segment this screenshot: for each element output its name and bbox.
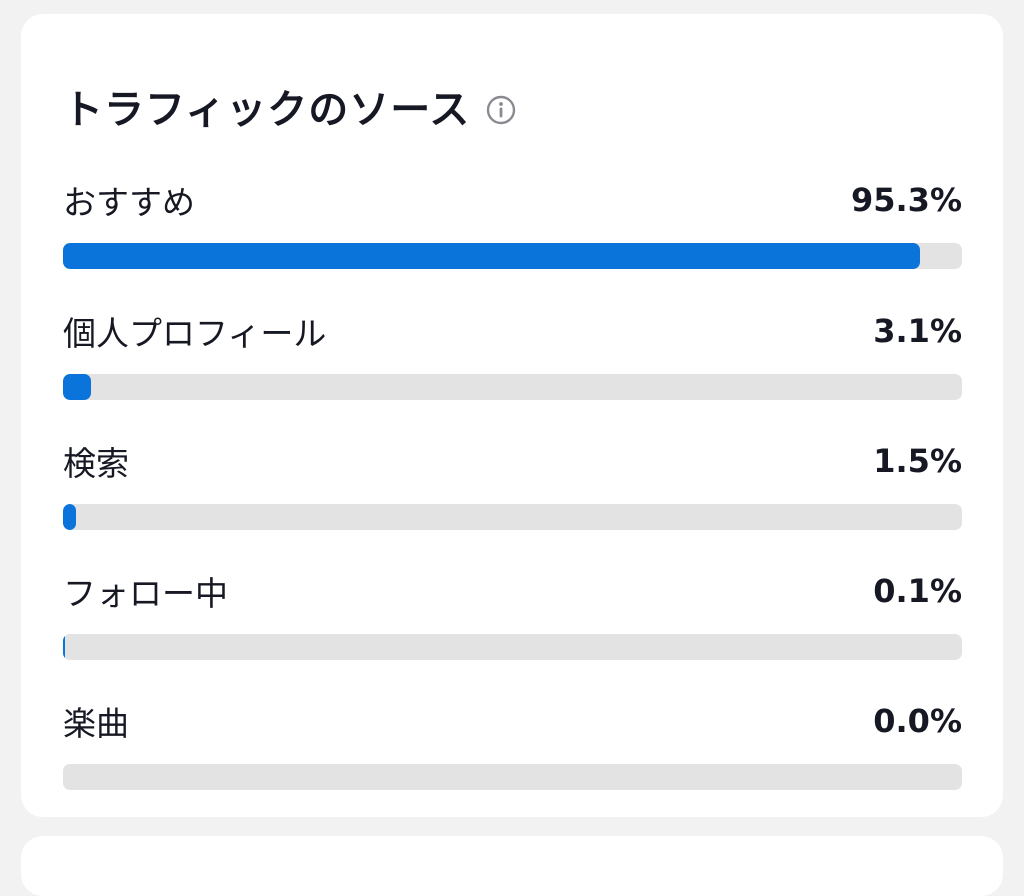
progress-fill — [63, 243, 920, 269]
progress-fill — [63, 374, 91, 400]
source-row-recommended: おすすめ 95.3% — [63, 176, 962, 269]
progress-track — [63, 634, 962, 660]
source-value: 0.1% — [873, 572, 962, 610]
next-card — [21, 836, 1003, 896]
card-title: トラフィックのソース — [63, 87, 471, 133]
source-value: 3.1% — [873, 312, 962, 350]
source-value: 0.0% — [873, 702, 962, 740]
source-row-search: 検索 1.5% — [63, 437, 962, 530]
source-label: おすすめ — [63, 183, 195, 222]
source-row-profile: 個人プロフィール 3.1% — [63, 307, 962, 400]
progress-fill — [63, 634, 65, 660]
source-row-following: フォロー中 0.1% — [63, 567, 962, 660]
progress-fill — [63, 504, 77, 530]
source-row-music: 楽曲 0.0% — [63, 697, 962, 790]
progress-track — [63, 504, 962, 530]
source-label: 検索 — [63, 444, 129, 483]
progress-track — [63, 243, 962, 269]
source-label: フォロー中 — [63, 574, 228, 613]
source-value: 1.5% — [873, 442, 962, 480]
progress-track — [63, 764, 962, 790]
info-icon[interactable] — [486, 95, 516, 125]
progress-track — [63, 374, 962, 400]
card-header: トラフィックのソース — [63, 84, 516, 136]
source-label: 楽曲 — [63, 704, 129, 743]
source-value: 95.3% — [850, 181, 962, 219]
source-label: 個人プロフィール — [63, 314, 327, 353]
traffic-sources-card: トラフィックのソース おすすめ 95.3% 個人プロフィール 3.1% 検索 — [21, 14, 1003, 817]
